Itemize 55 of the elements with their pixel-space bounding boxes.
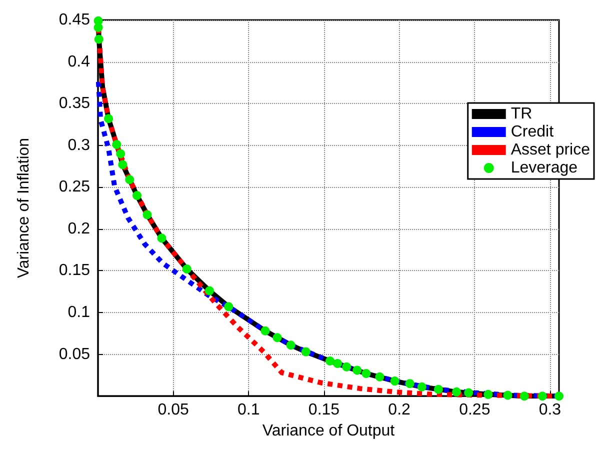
point	[112, 140, 122, 150]
point	[301, 347, 310, 356]
x-tick-label: 0.15	[308, 402, 340, 419]
point	[342, 362, 352, 372]
point	[375, 372, 384, 382]
point	[484, 390, 493, 399]
point	[104, 114, 114, 124]
point	[142, 210, 152, 220]
x-tick-label: 0.3	[538, 402, 562, 419]
point	[352, 366, 362, 375]
y-tick-label: 0.35	[58, 95, 90, 112]
point	[326, 356, 335, 366]
x-tick-label: 0.25	[459, 402, 490, 419]
point	[224, 302, 234, 312]
y-tick-label: 0.3	[68, 136, 90, 154]
point	[554, 392, 564, 401]
legend-label: Credit	[510, 124, 554, 140]
y-tick-label: 0.25	[58, 178, 90, 196]
point	[405, 379, 414, 388]
x-axis-title: Variance of Output	[262, 422, 396, 440]
point	[390, 376, 400, 386]
point	[272, 333, 282, 342]
legend-label: Asset price	[510, 142, 590, 158]
y-tick-label: 0.15	[58, 262, 90, 280]
point	[538, 392, 547, 401]
point	[125, 175, 134, 184]
point	[132, 191, 142, 200]
point	[94, 23, 103, 32]
point	[116, 149, 126, 158]
x-tick-label: 0.05	[158, 402, 189, 419]
y-tick-label: 0.45	[58, 12, 90, 28]
point	[182, 264, 192, 274]
point	[452, 387, 462, 396]
point	[118, 160, 128, 170]
point	[204, 286, 214, 296]
y-tick-label: 0.4	[68, 53, 90, 70]
legend-label: Leverage	[510, 160, 578, 176]
point	[362, 369, 371, 378]
point	[333, 359, 342, 368]
point	[157, 234, 166, 243]
point	[464, 388, 474, 398]
point	[417, 382, 426, 392]
point	[434, 384, 443, 394]
y-axis-title: Variance of Inflation	[16, 138, 32, 278]
point	[260, 326, 270, 336]
point	[503, 390, 512, 400]
y-tick-label: 0.1	[68, 304, 90, 322]
y-tick-label: 0.2	[68, 220, 90, 238]
y-tick-label: 0.05	[58, 346, 90, 363]
point	[520, 392, 529, 401]
point	[94, 34, 104, 44]
point	[286, 340, 296, 350]
x-tick-label: 0.2	[388, 402, 411, 419]
legend-label: TR	[510, 106, 532, 122]
x-tick-label: 0.1	[238, 402, 260, 419]
